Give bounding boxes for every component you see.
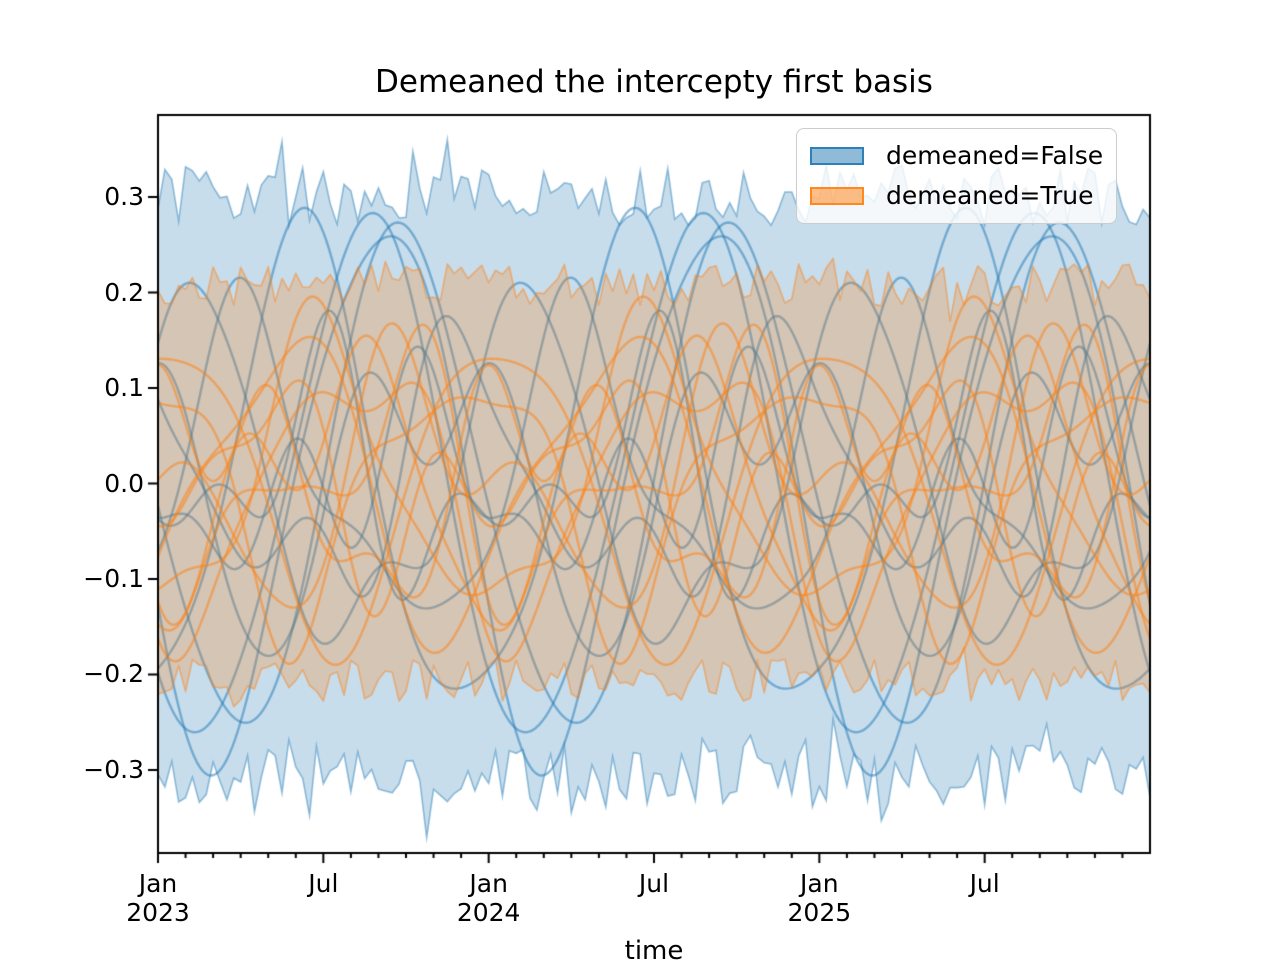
x-tick-label: Jul	[638, 869, 670, 898]
y-tick-label: 0.3	[104, 182, 144, 212]
chart-title: Demeaned the intercepty first basis	[375, 64, 933, 100]
x-tick-label: Jan 2025	[787, 869, 852, 927]
legend-item: demeaned=True	[810, 176, 1103, 216]
legend-swatch-icon	[810, 187, 864, 205]
y-tick-label: −0.1	[83, 563, 144, 593]
legend-swatch-icon	[810, 147, 864, 165]
legend-item-label: demeaned=True	[886, 181, 1094, 210]
x-tick-label: Jan 2024	[456, 869, 521, 927]
x-tick-label: Jul	[969, 869, 1000, 898]
y-tick-label: 0.0	[104, 468, 144, 498]
legend-item: demeaned=False	[810, 136, 1103, 176]
x-tick-label: Jan 2023	[126, 869, 190, 927]
y-tick-label: −0.2	[83, 659, 144, 689]
legend: demeaned=False demeaned=True	[796, 128, 1118, 224]
x-tick-label: Jul	[308, 869, 339, 898]
legend-item-label: demeaned=False	[886, 141, 1104, 170]
y-tick-label: 0.2	[104, 277, 144, 307]
x-axis-label: time	[624, 936, 684, 960]
y-tick-label: −0.3	[83, 754, 144, 784]
y-tick-label: 0.1	[104, 373, 144, 403]
